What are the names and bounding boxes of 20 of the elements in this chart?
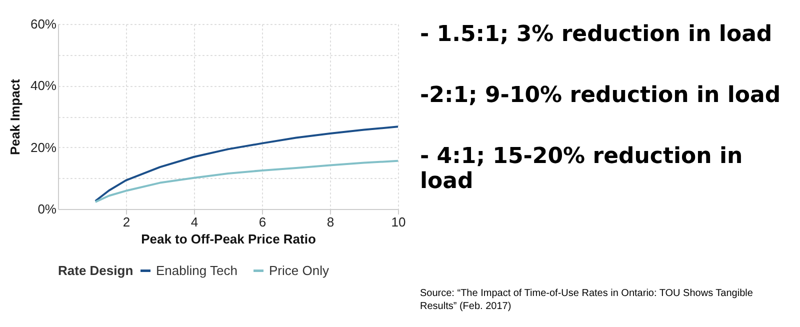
text: - 1.5:1; 3% reduction in load [420, 22, 774, 47]
line-series [94, 160, 399, 203]
legend-label: Enabling Tech [156, 262, 238, 278]
y-tick-label: 20% [30, 140, 57, 155]
y-axis-title: Peak Impact [7, 78, 22, 155]
line-series [94, 126, 399, 202]
legend-label: Price Only [269, 262, 330, 278]
x-tick-label: 2 [122, 214, 130, 230]
text: - 4:1; 15-20% reduction in load [420, 144, 744, 194]
text: -2:1; 9-10% reduction in load [420, 83, 782, 108]
x-axis-title: Peak to Off-Peak Price Ratio [141, 232, 316, 246]
x-tick-label: 6 [258, 214, 266, 230]
y-tick-label: 60% [30, 16, 57, 32]
source-note: Source: “The Impact of Time-of-Use Rates in Ontario: TOU Shows Tangible Results” (Feb. 2017) [420, 287, 754, 313]
y-tick-label: 40% [30, 78, 57, 94]
x-tick-label: 4 [190, 214, 198, 230]
x-tick-label: 10 [391, 214, 406, 230]
y-tick-label: 0% [38, 202, 57, 216]
legend-title: Rate Design [58, 263, 134, 278]
x-tick-label: 8 [326, 214, 334, 230]
